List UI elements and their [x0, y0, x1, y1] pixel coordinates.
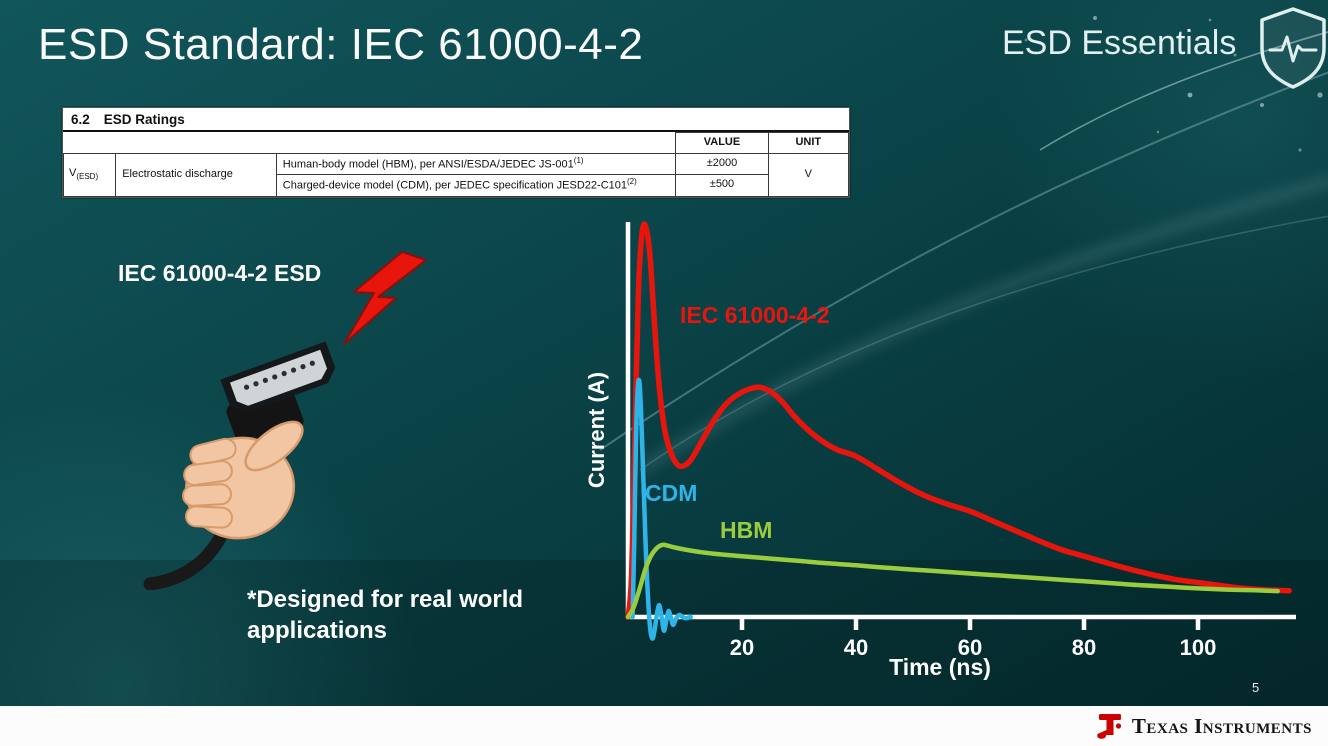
page-title: ESD Standard: IEC 61000-4-2: [38, 20, 644, 69]
cable: [143, 531, 227, 590]
ratings-table-heading: 6.2 ESD Ratings: [63, 108, 849, 132]
x-tick-label: 100: [1180, 635, 1217, 660]
unit-header: UNIT: [767, 132, 850, 154]
condition-hbm-cell: Human-body model (HBM), per ANSI/ESDA/JE…: [275, 152, 677, 176]
x-tick-label: 80: [1072, 635, 1096, 660]
x-tick-label: 40: [844, 635, 868, 660]
hand-connector-illustration: [143, 341, 336, 590]
condition-cdm-sup: (2): [627, 177, 637, 187]
iec-esd-label: IEC 61000-4-2 ESD: [118, 260, 322, 286]
header-blank-cell: [63, 132, 677, 154]
series-brand-label: ESD Essentials: [1002, 24, 1237, 62]
condition-cdm-text: Charged-device model (CDM), per JEDEC sp…: [282, 179, 627, 192]
symbol-cell: V(ESD): [62, 152, 117, 197]
series-label-cdm: CDM: [645, 480, 698, 506]
series-label-iec: IEC 61000-4-2: [680, 302, 830, 328]
condition-hbm-text: Human-body model (HBM), per ANSI/ESDA/JE…: [282, 158, 574, 171]
lightning-bolt-icon: [343, 251, 427, 345]
value-header: VALUE: [675, 132, 769, 154]
esd-shield-logo-icon: [1260, 7, 1326, 89]
y-axis-label: Current (A): [584, 371, 609, 489]
hdmi-connector: [220, 341, 336, 414]
section-number: 6.2: [71, 112, 90, 127]
esd-waveform-chart: 20 40 60 80 100 Current (A) Time (ns) IEC 61…: [575, 192, 1328, 712]
ratings-grid: VALUE UNIT V(ESD) Electrostatic discharg…: [62, 132, 850, 197]
designed-note: *Designed for real world applications: [247, 584, 523, 646]
footer-bar: Texas Instruments: [0, 706, 1328, 746]
ti-wordmark: Texas Instruments: [1131, 713, 1312, 738]
x-tick-label: 60: [958, 635, 982, 660]
value-hbm-cell: ±2000: [675, 152, 769, 176]
series-curve-1: [630, 377, 693, 641]
condition-hbm-sup: (1): [573, 155, 584, 165]
condition-cdm-cell: Charged-device model (CDM), per JEDEC sp…: [275, 174, 677, 197]
ratings-table: 6.2 ESD Ratings VALUE UNIT V(ESD) Electro…: [62, 107, 850, 198]
series-curve-0: [625, 221, 1292, 620]
x-tick-label: 20: [730, 635, 754, 660]
symbol-sub: (ESD): [76, 172, 99, 182]
x-axis-label: Time (ns): [889, 654, 991, 680]
table-header-row: VALUE UNIT: [63, 132, 850, 154]
unit-cell: V: [767, 152, 850, 197]
esd-chart-svg: 20 40 60 80 100: [625, 221, 1296, 660]
page-number: 5: [1252, 680, 1260, 695]
parameter-cell: Electrostatic discharge: [115, 152, 277, 197]
section-title: ESD Ratings: [103, 112, 185, 127]
note-line-1: *Designed for real world: [247, 586, 524, 613]
table-row-cdm: Charged-device model (CDM), per JEDEC sp…: [64, 174, 849, 197]
table-row-hbm: V(ESD) Electrostatic discharge Human-bod…: [62, 152, 850, 197]
series-curve-2: [625, 542, 1281, 620]
hand-fist: [182, 420, 304, 540]
value-cdm-cell: ±500: [675, 174, 769, 197]
series-label-hbm: HBM: [720, 517, 773, 543]
symbol-base: V: [69, 167, 77, 180]
note-line-2: applications: [247, 617, 388, 645]
ti-logo-icon: [1097, 714, 1121, 739]
